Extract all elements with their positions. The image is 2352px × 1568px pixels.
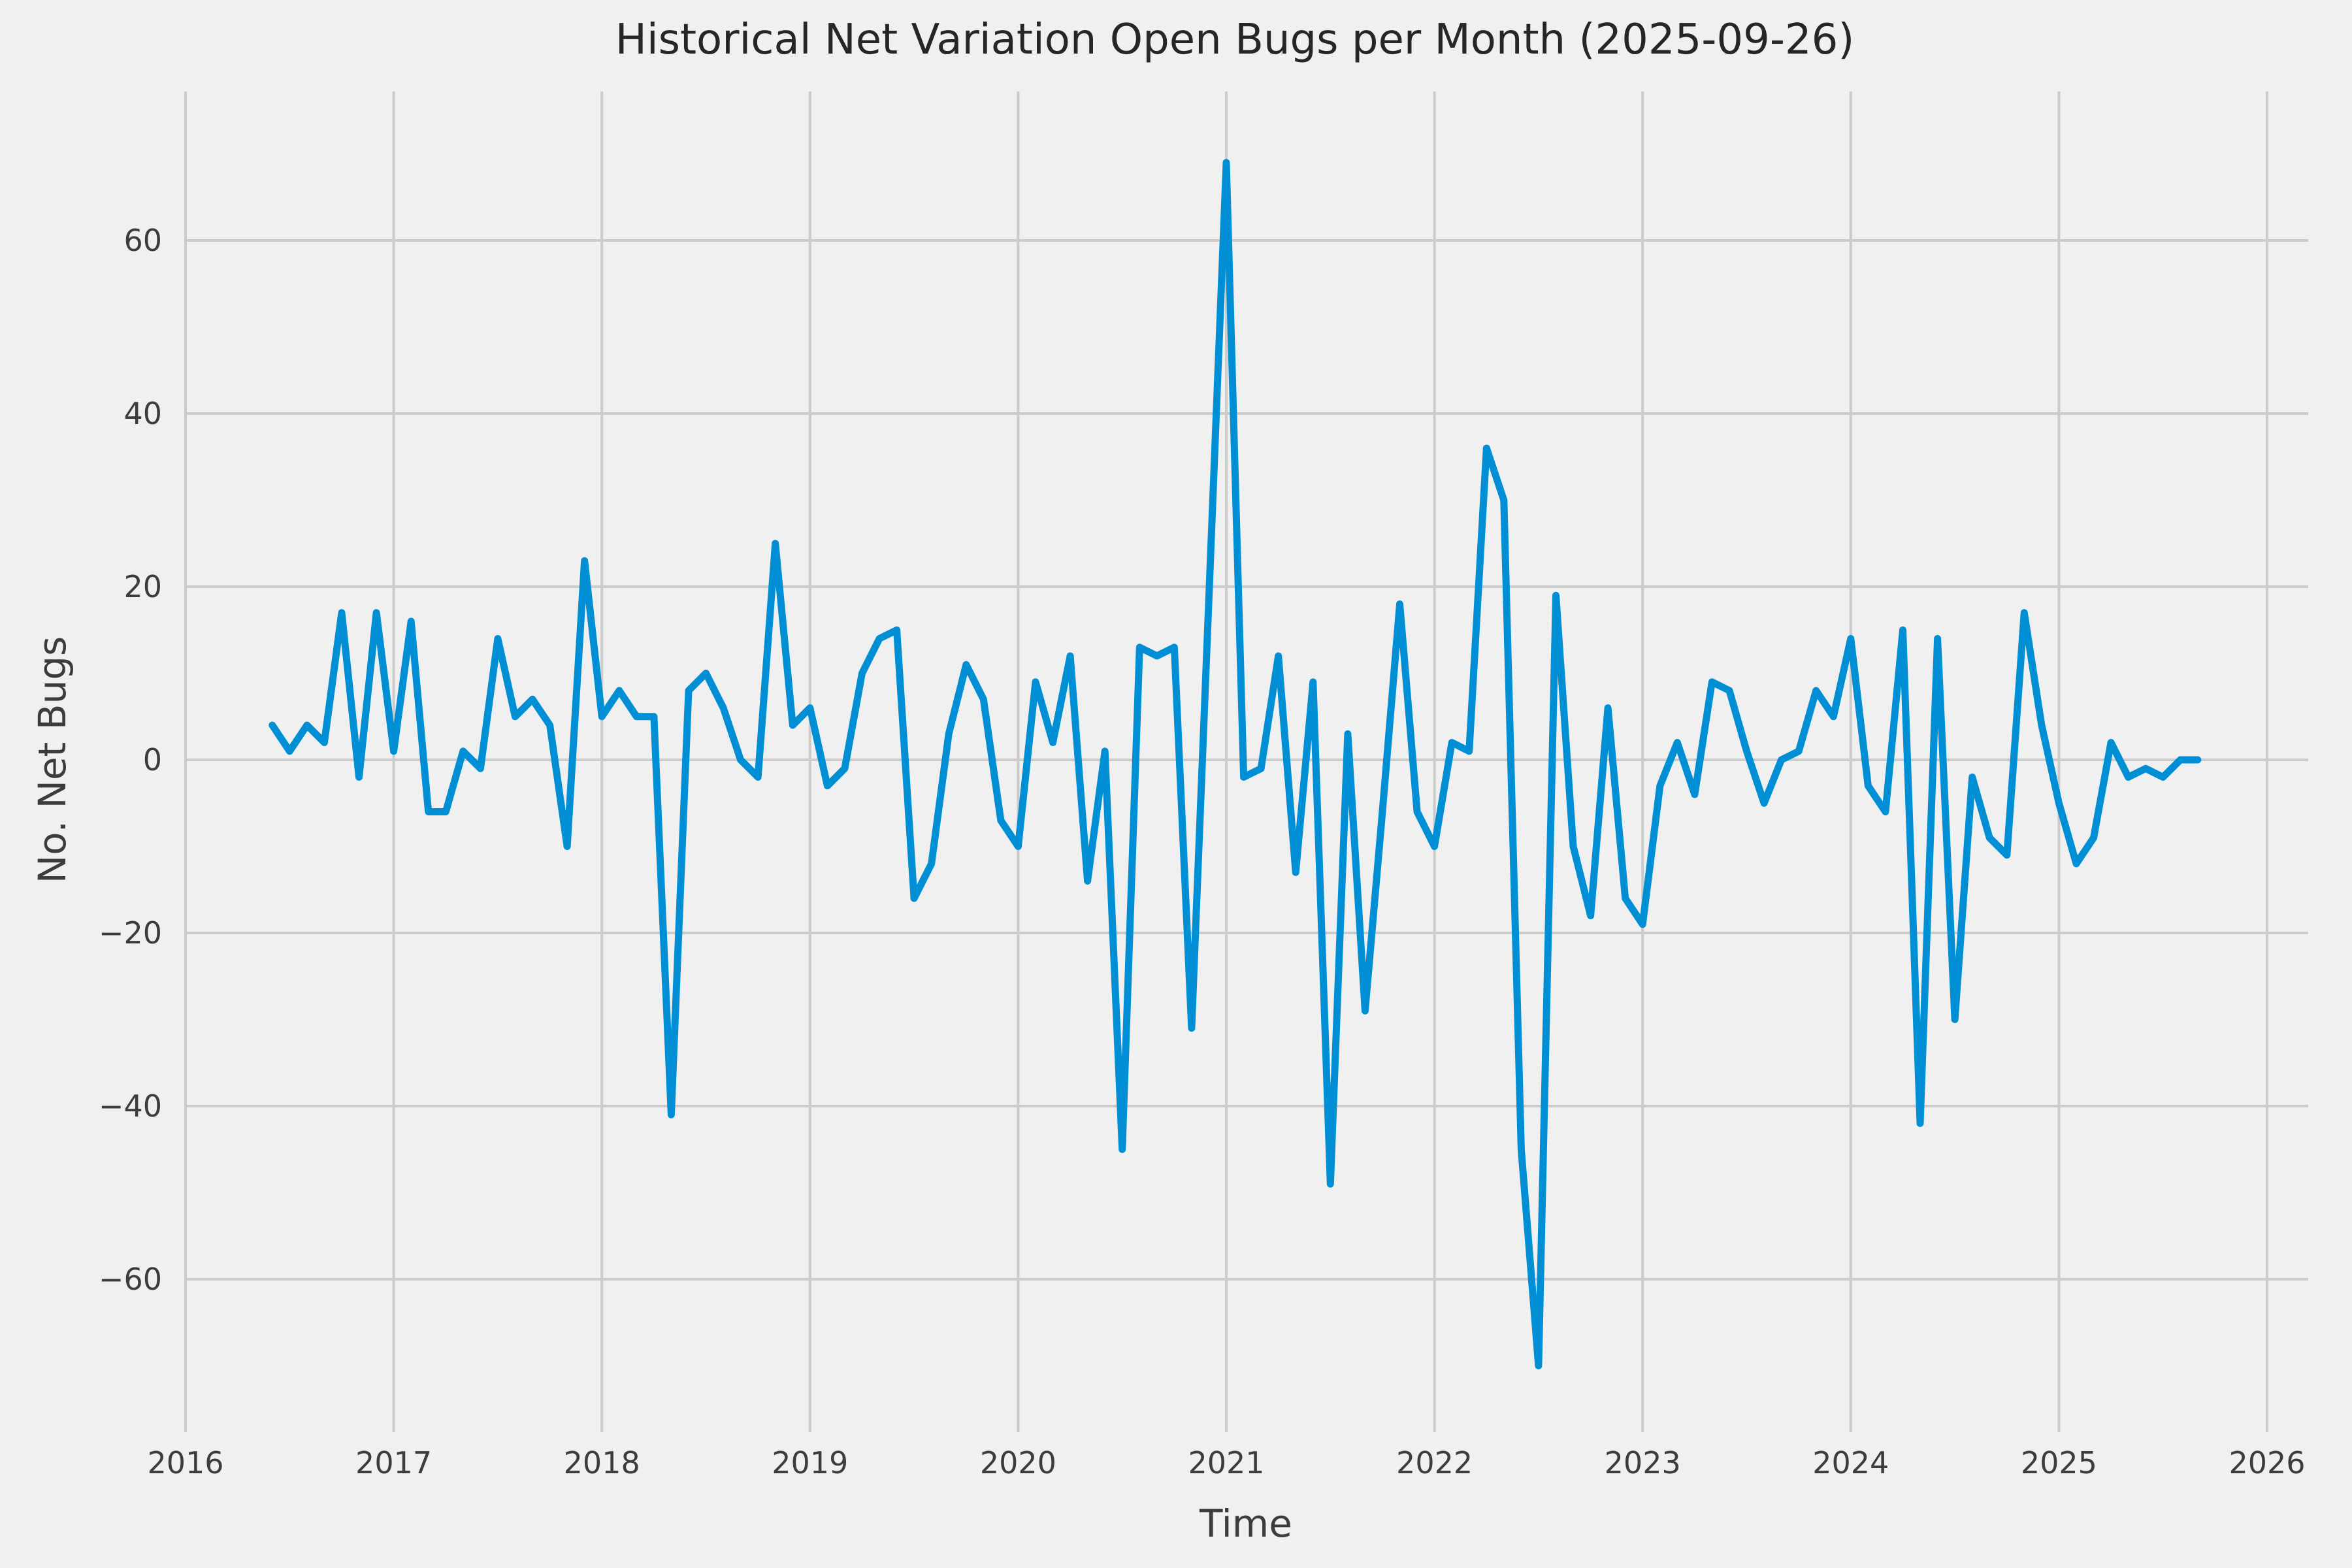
vertical-gridlines: [184, 91, 2268, 1432]
x-tick-label: 2017: [355, 1445, 432, 1480]
y-tick-label: −20: [99, 915, 162, 951]
x-tick-label: 2023: [1605, 1445, 1681, 1480]
y-tick-label: 20: [123, 569, 162, 604]
x-tick-label: 2016: [147, 1445, 223, 1480]
x-tick-labels: 2016 2017 2018 2019 2020 2021 2022 2023 2024 2025…: [147, 1445, 2305, 1480]
y-tick-label: 40: [123, 396, 162, 431]
y-tick-label: 60: [123, 223, 162, 258]
x-tick-label: 2019: [772, 1445, 848, 1480]
y-axis-label: No. Net Bugs: [30, 636, 74, 884]
x-axis-label: Time: [1199, 1501, 1292, 1546]
x-tick-label: 2018: [564, 1445, 640, 1480]
data-series-group: [269, 159, 2202, 1369]
horizontal-gridlines: [186, 239, 2308, 1281]
x-tick-label: 2021: [1188, 1445, 1264, 1480]
y-tick-label: −40: [99, 1088, 162, 1124]
y-tick-label: 0: [143, 742, 162, 777]
y-tick-labels: 60 40 20 0 −20 −40 −60: [99, 223, 162, 1297]
y-tick-label: −60: [99, 1262, 162, 1297]
x-tick-label: 2026: [2229, 1445, 2305, 1480]
x-tick-label: 2025: [2021, 1445, 2097, 1480]
x-tick-label: 2020: [980, 1445, 1056, 1480]
x-tick-label: 2022: [1396, 1445, 1473, 1480]
chart-title: Historical Net Variation Open Bugs per M…: [615, 16, 1855, 64]
data-line-series: [269, 159, 2202, 1369]
x-tick-label: 2024: [1812, 1445, 1889, 1480]
